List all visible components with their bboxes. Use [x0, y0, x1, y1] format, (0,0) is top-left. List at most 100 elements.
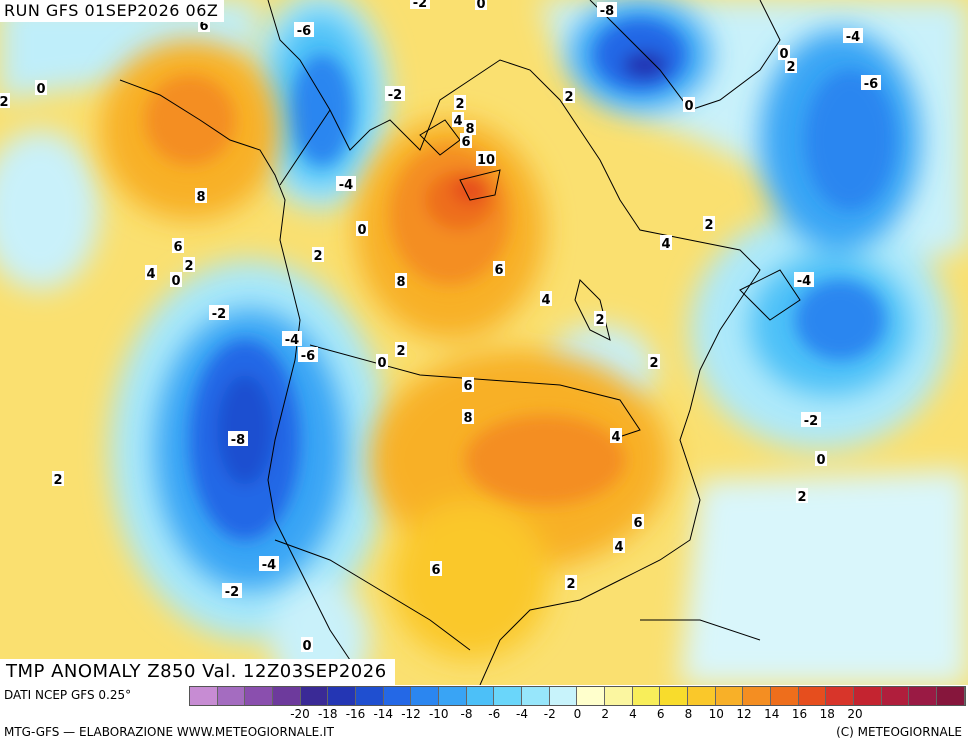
legend-swatch	[328, 687, 357, 705]
contour-label-bg	[540, 291, 552, 306]
contour-label: 4	[541, 293, 550, 308]
contour-label: -4	[846, 30, 860, 45]
contour-label: -6	[864, 77, 878, 92]
contour-label-bg	[815, 451, 827, 466]
contour-label: -6	[297, 24, 311, 39]
legend-tick: 12	[736, 707, 752, 721]
contour-label: 0	[816, 453, 825, 468]
footer: DATI NCEP GFS 0.25° -20 -18 -16 -14 -12 -10 -8…	[0, 685, 968, 745]
contour-label-bg	[282, 331, 302, 346]
contour-label: 2	[0, 95, 9, 110]
contour-label-bg	[794, 272, 814, 287]
contour-label-bg	[294, 22, 314, 37]
legend-tick: -6	[488, 707, 501, 721]
contour-label-bg	[170, 272, 182, 287]
contour-label: 0	[684, 99, 693, 114]
legend-tick: 18	[819, 707, 835, 721]
legend-swatch	[937, 687, 965, 705]
contour-label-bg	[172, 238, 184, 253]
contour-label-bg	[632, 514, 644, 529]
contour-label-bg	[454, 95, 466, 110]
contour-label-bg	[683, 97, 695, 112]
contour-label-bg	[660, 235, 672, 250]
contour-label-bg	[209, 305, 229, 320]
contour-label-bg	[228, 431, 248, 446]
credit-right: (C) METEOGIORNALE	[836, 725, 962, 739]
contour-label-bg	[476, 151, 496, 166]
contour-label: 2	[564, 90, 573, 105]
contour-label: -8	[231, 433, 245, 448]
contour-label: -2	[804, 414, 818, 429]
contour-label-bg	[785, 58, 797, 73]
contour-label: 4	[661, 237, 670, 252]
contour-label: 6	[461, 135, 470, 150]
color-scale-legend	[189, 686, 966, 706]
contour-label-bg	[35, 80, 47, 95]
contour-label-bg	[464, 120, 476, 135]
contour-label-bg	[493, 261, 505, 276]
contour-label: -6	[301, 349, 315, 364]
legend-tick: 6	[656, 707, 665, 721]
contour-label: -4	[339, 178, 353, 193]
contour-label: 4	[611, 430, 620, 445]
contour-label-bg	[312, 247, 324, 262]
legend-swatch	[383, 687, 412, 705]
contour-label-bg	[183, 257, 195, 272]
contour-label-bg	[52, 471, 64, 486]
contour-label-bg	[385, 86, 405, 101]
legend-tick: 10	[708, 707, 724, 721]
legend-tick: -2	[543, 707, 556, 721]
contour-label: 0	[779, 47, 788, 62]
contour-label: -4	[285, 333, 299, 348]
contour-label: 0	[36, 82, 45, 97]
legend-tick: -16	[345, 707, 366, 721]
legend-tick: 16	[791, 707, 808, 721]
contour-label: 2	[455, 97, 464, 112]
contour-label-bg	[475, 0, 487, 10]
legend-swatch	[632, 687, 661, 705]
contour-label: 6	[494, 263, 503, 278]
contour-label-bg	[613, 538, 625, 553]
legend-tick: 2	[601, 707, 610, 721]
legend-swatch	[522, 687, 550, 705]
legend-swatch	[411, 687, 440, 705]
contour-label: 2	[797, 490, 806, 505]
contour-label-bg	[648, 354, 660, 369]
contour-label: 2	[53, 473, 62, 488]
legend-swatch	[190, 687, 218, 705]
contour-label-bg	[703, 216, 715, 231]
data-source: DATI NCEP GFS 0.25°	[4, 688, 132, 702]
contour-label-bg	[597, 2, 617, 17]
legend-swatch	[660, 687, 689, 705]
contour-label-bg	[462, 409, 474, 424]
legend-swatch	[439, 687, 467, 705]
legend-swatch	[356, 687, 384, 705]
legend-swatch	[909, 687, 938, 705]
contour-label: 6	[463, 379, 472, 394]
contour-label: 2	[595, 313, 604, 328]
contour-label-bg	[301, 637, 313, 652]
legend-swatch	[715, 687, 744, 705]
contour-label-bg	[430, 561, 442, 576]
legend-swatch	[743, 687, 772, 705]
contour-label-bg	[594, 311, 606, 326]
legend-swatch	[494, 687, 523, 705]
legend-swatch	[300, 687, 329, 705]
legend-swatch	[577, 687, 606, 705]
contour-label: 8	[465, 122, 474, 137]
contour-label-bg	[195, 188, 207, 203]
contour-label: 6	[633, 516, 642, 531]
contour-label: -2	[388, 88, 402, 103]
contour-label-bg	[843, 28, 863, 43]
contour-label-bg	[395, 273, 407, 288]
legend-swatch	[688, 687, 716, 705]
contour-label: 4	[453, 114, 462, 129]
contour-label: 10	[477, 153, 495, 168]
contour-label: -4	[797, 274, 811, 289]
contour-label-bg	[356, 221, 368, 236]
contour-label: 6	[199, 19, 208, 34]
contour-label-bg	[0, 93, 10, 108]
contour-label: -4	[262, 558, 276, 573]
